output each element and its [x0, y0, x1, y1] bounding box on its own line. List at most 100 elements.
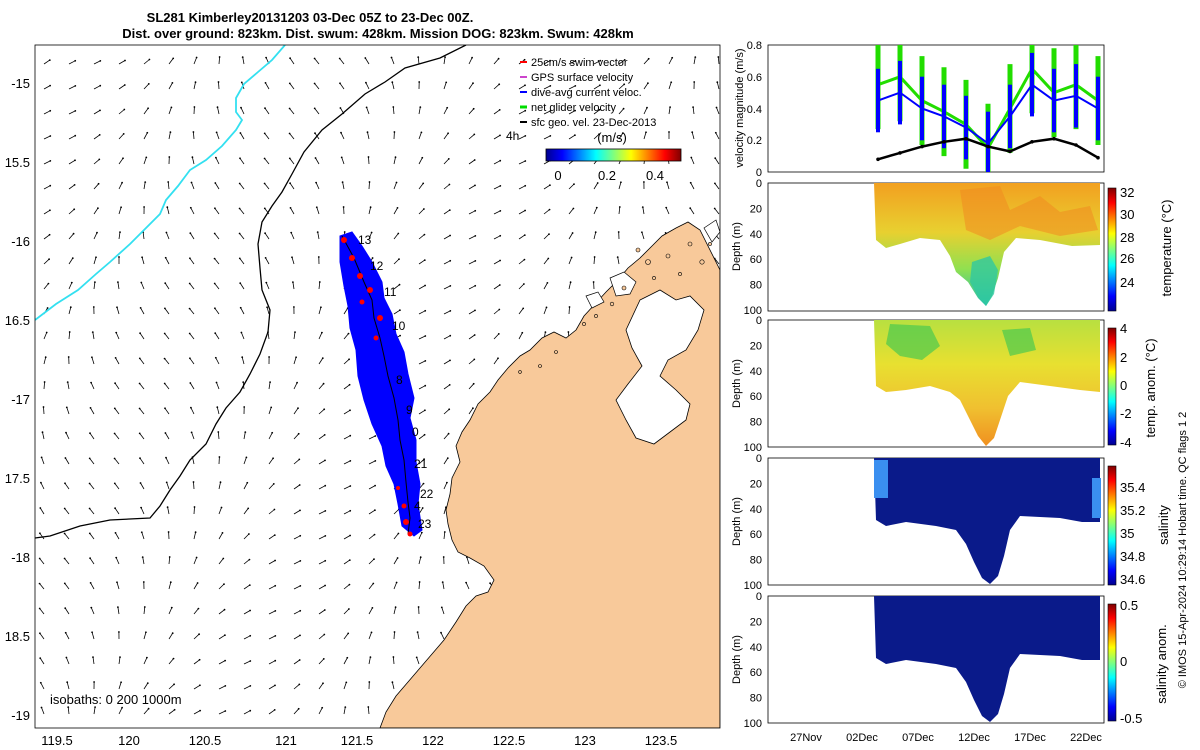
flow-arrow	[443, 107, 448, 115]
flow-arrow	[114, 483, 120, 490]
flow-arrow-head	[693, 81, 696, 83]
flow-arrow-head	[118, 631, 120, 633]
flow-arrow	[91, 357, 95, 365]
flow-arrow	[368, 156, 370, 165]
flow-arrow	[193, 582, 198, 590]
flow-arrow-head	[170, 606, 173, 609]
flow-arrow	[193, 608, 199, 615]
flow-arrow-head	[224, 634, 226, 637]
flow-arrow-head	[393, 131, 396, 133]
flow-arrow	[193, 684, 201, 690]
flow-arrow	[543, 209, 550, 215]
flow-arrow-head	[323, 609, 326, 611]
flow-arrow-head	[445, 81, 448, 84]
flow-arrow-head	[39, 681, 42, 684]
flow-arrow	[465, 582, 470, 590]
depth-tick: 20	[750, 616, 762, 628]
flow-arrow	[293, 510, 301, 515]
flow-arrow	[143, 708, 149, 715]
side-note: © IMOS 15-Apr-2024 10:29:14 Hobart time.…	[1177, 412, 1189, 689]
flow-arrow	[568, 208, 574, 215]
flow-arrow	[693, 57, 696, 65]
flow-arrow-head	[214, 307, 216, 310]
flow-arrow-head	[124, 59, 126, 62]
flow-arrow	[39, 633, 45, 640]
flow-arrow-head	[291, 256, 293, 259]
vel-tick: 0.6	[747, 72, 762, 84]
flow-arrow-head	[224, 710, 227, 712]
flow-arrow-head	[71, 257, 74, 259]
legend-label: sfc geo. vel. 23-Dec-2013	[531, 117, 656, 129]
flow-arrow-head	[213, 257, 216, 260]
flow-arrow-head	[524, 135, 527, 137]
flow-arrow-head	[119, 656, 121, 658]
flow-arrow	[164, 383, 170, 390]
flow-arrow-head	[622, 107, 625, 110]
flow-arrow	[443, 235, 451, 240]
flow-arrow-head	[716, 81, 719, 84]
flow-arrow	[493, 260, 501, 265]
flow-arrow-head	[90, 606, 93, 609]
flow-arrow	[443, 409, 450, 415]
flow-arrow	[315, 157, 320, 165]
flow-arrow-head	[424, 335, 427, 337]
flow-arrow-head	[621, 132, 624, 135]
flow-arrow	[293, 708, 299, 715]
flow-arrow	[189, 232, 195, 240]
flow-arrow-head	[724, 710, 726, 712]
flow-arrow	[364, 57, 370, 65]
depth-tick: 100	[744, 718, 762, 730]
flow-arrow	[543, 233, 550, 240]
flow-arrow	[193, 710, 201, 715]
flow-arrow	[193, 131, 195, 140]
cb-tick: 4	[1120, 321, 1127, 336]
flow-arrow-head	[166, 206, 169, 209]
colorbar-tick: 0.4	[646, 168, 664, 183]
flow-arrow-head	[119, 231, 121, 234]
flow-arrow-head	[424, 309, 427, 312]
flow-arrow	[68, 159, 76, 165]
flow-arrow-head	[668, 131, 670, 133]
flow-arrow-head	[171, 82, 174, 84]
flow-arrow	[393, 207, 398, 215]
x-tick: 120.5	[189, 733, 222, 748]
flow-arrow-head	[372, 582, 375, 585]
flow-arrow-head	[145, 631, 147, 634]
flow-arrow	[293, 535, 301, 540]
flow-arrow-head	[245, 456, 248, 459]
flow-arrow	[368, 435, 376, 440]
flow-arrow-head	[249, 709, 252, 712]
cb-tick: 34.6	[1120, 572, 1145, 587]
flow-arrow-head	[165, 481, 168, 484]
flow-arrow-head	[189, 206, 192, 209]
x-tick: 121.5	[341, 733, 374, 748]
map-panel: 13 12 11 10 8 9 0 21 22 4 23 4h 25cm/s s…	[5, 44, 726, 748]
flow-arrow-head	[216, 406, 219, 409]
flow-arrow	[241, 357, 245, 365]
cb-tick: 24	[1120, 275, 1134, 290]
flow-arrow-head	[164, 407, 166, 410]
flow-arrow	[92, 332, 95, 340]
flow-arrow-head	[723, 533, 725, 535]
flow-arrow-head	[288, 157, 291, 160]
flow-arrow	[142, 232, 145, 240]
flow-arrow	[593, 182, 599, 190]
flow-arrow-head	[199, 709, 202, 712]
flow-arrow-head	[418, 81, 421, 83]
flow-arrow	[393, 582, 397, 590]
flow-arrow-head	[497, 57, 500, 60]
flow-arrow	[568, 306, 570, 315]
flow-arrow	[290, 207, 295, 215]
flow-arrow-head	[65, 406, 68, 409]
flow-arrow	[218, 81, 220, 90]
flow-arrow-head	[691, 131, 694, 134]
flow-arrow-head	[64, 607, 67, 609]
depth-tick: 80	[750, 555, 762, 567]
vel-tick: 0	[756, 167, 762, 179]
flow-arrow	[264, 158, 270, 165]
flow-arrow-head	[343, 231, 346, 233]
flow-arrow-head	[41, 431, 44, 434]
flow-arrow	[343, 409, 351, 415]
flow-arrow-head	[65, 431, 67, 434]
flow-arrow-head	[92, 306, 95, 308]
